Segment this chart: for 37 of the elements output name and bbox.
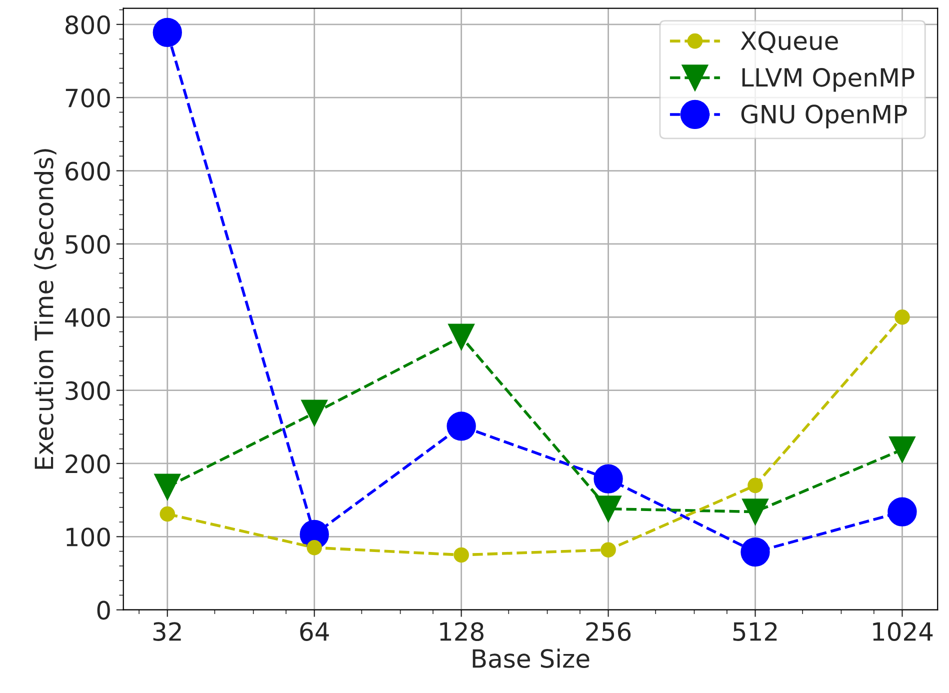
y-tick-label: 100: [66, 528, 110, 547]
point: [600, 542, 616, 558]
x-axis-title: Base Size: [472, 648, 590, 668]
legend-label: GNU OpenMP: [741, 104, 907, 128]
x-tick-label: 32: [153, 622, 181, 641]
point: [301, 400, 328, 426]
point: [446, 412, 476, 441]
y-tick-label: 0: [97, 600, 110, 620]
point: [889, 436, 916, 463]
legend-label: LLVM OpenMP: [742, 68, 914, 92]
y-tick-label: 400: [65, 308, 110, 327]
legend-label: XQueue: [740, 31, 838, 54]
x-tick-label: 512: [733, 622, 777, 641]
point: [454, 547, 469, 563]
point: [595, 496, 622, 522]
y-axis-title: Execution Time (Seconds): [34, 149, 56, 469]
point: [888, 497, 917, 526]
point: [448, 324, 475, 350]
point: [152, 18, 182, 48]
point: [748, 478, 763, 494]
y-tick-label: 700: [66, 88, 110, 108]
point: [740, 537, 770, 567]
y-tick-label: 600: [66, 162, 110, 181]
x-tick-label: 64: [300, 622, 329, 641]
x-tick-label: 1024: [873, 622, 933, 641]
point: [594, 464, 623, 494]
point: [154, 474, 181, 500]
y-tick-label: 800: [66, 15, 110, 34]
point: [742, 498, 768, 525]
x-tick-label: 256: [586, 622, 631, 641]
x-tick-label: 128: [440, 622, 484, 641]
point: [160, 506, 176, 522]
y-tick-label: 500: [66, 234, 110, 254]
y-tick-label: 300: [66, 381, 110, 400]
y-tick-label: 200: [66, 454, 110, 474]
point: [306, 540, 322, 556]
point: [894, 309, 910, 325]
